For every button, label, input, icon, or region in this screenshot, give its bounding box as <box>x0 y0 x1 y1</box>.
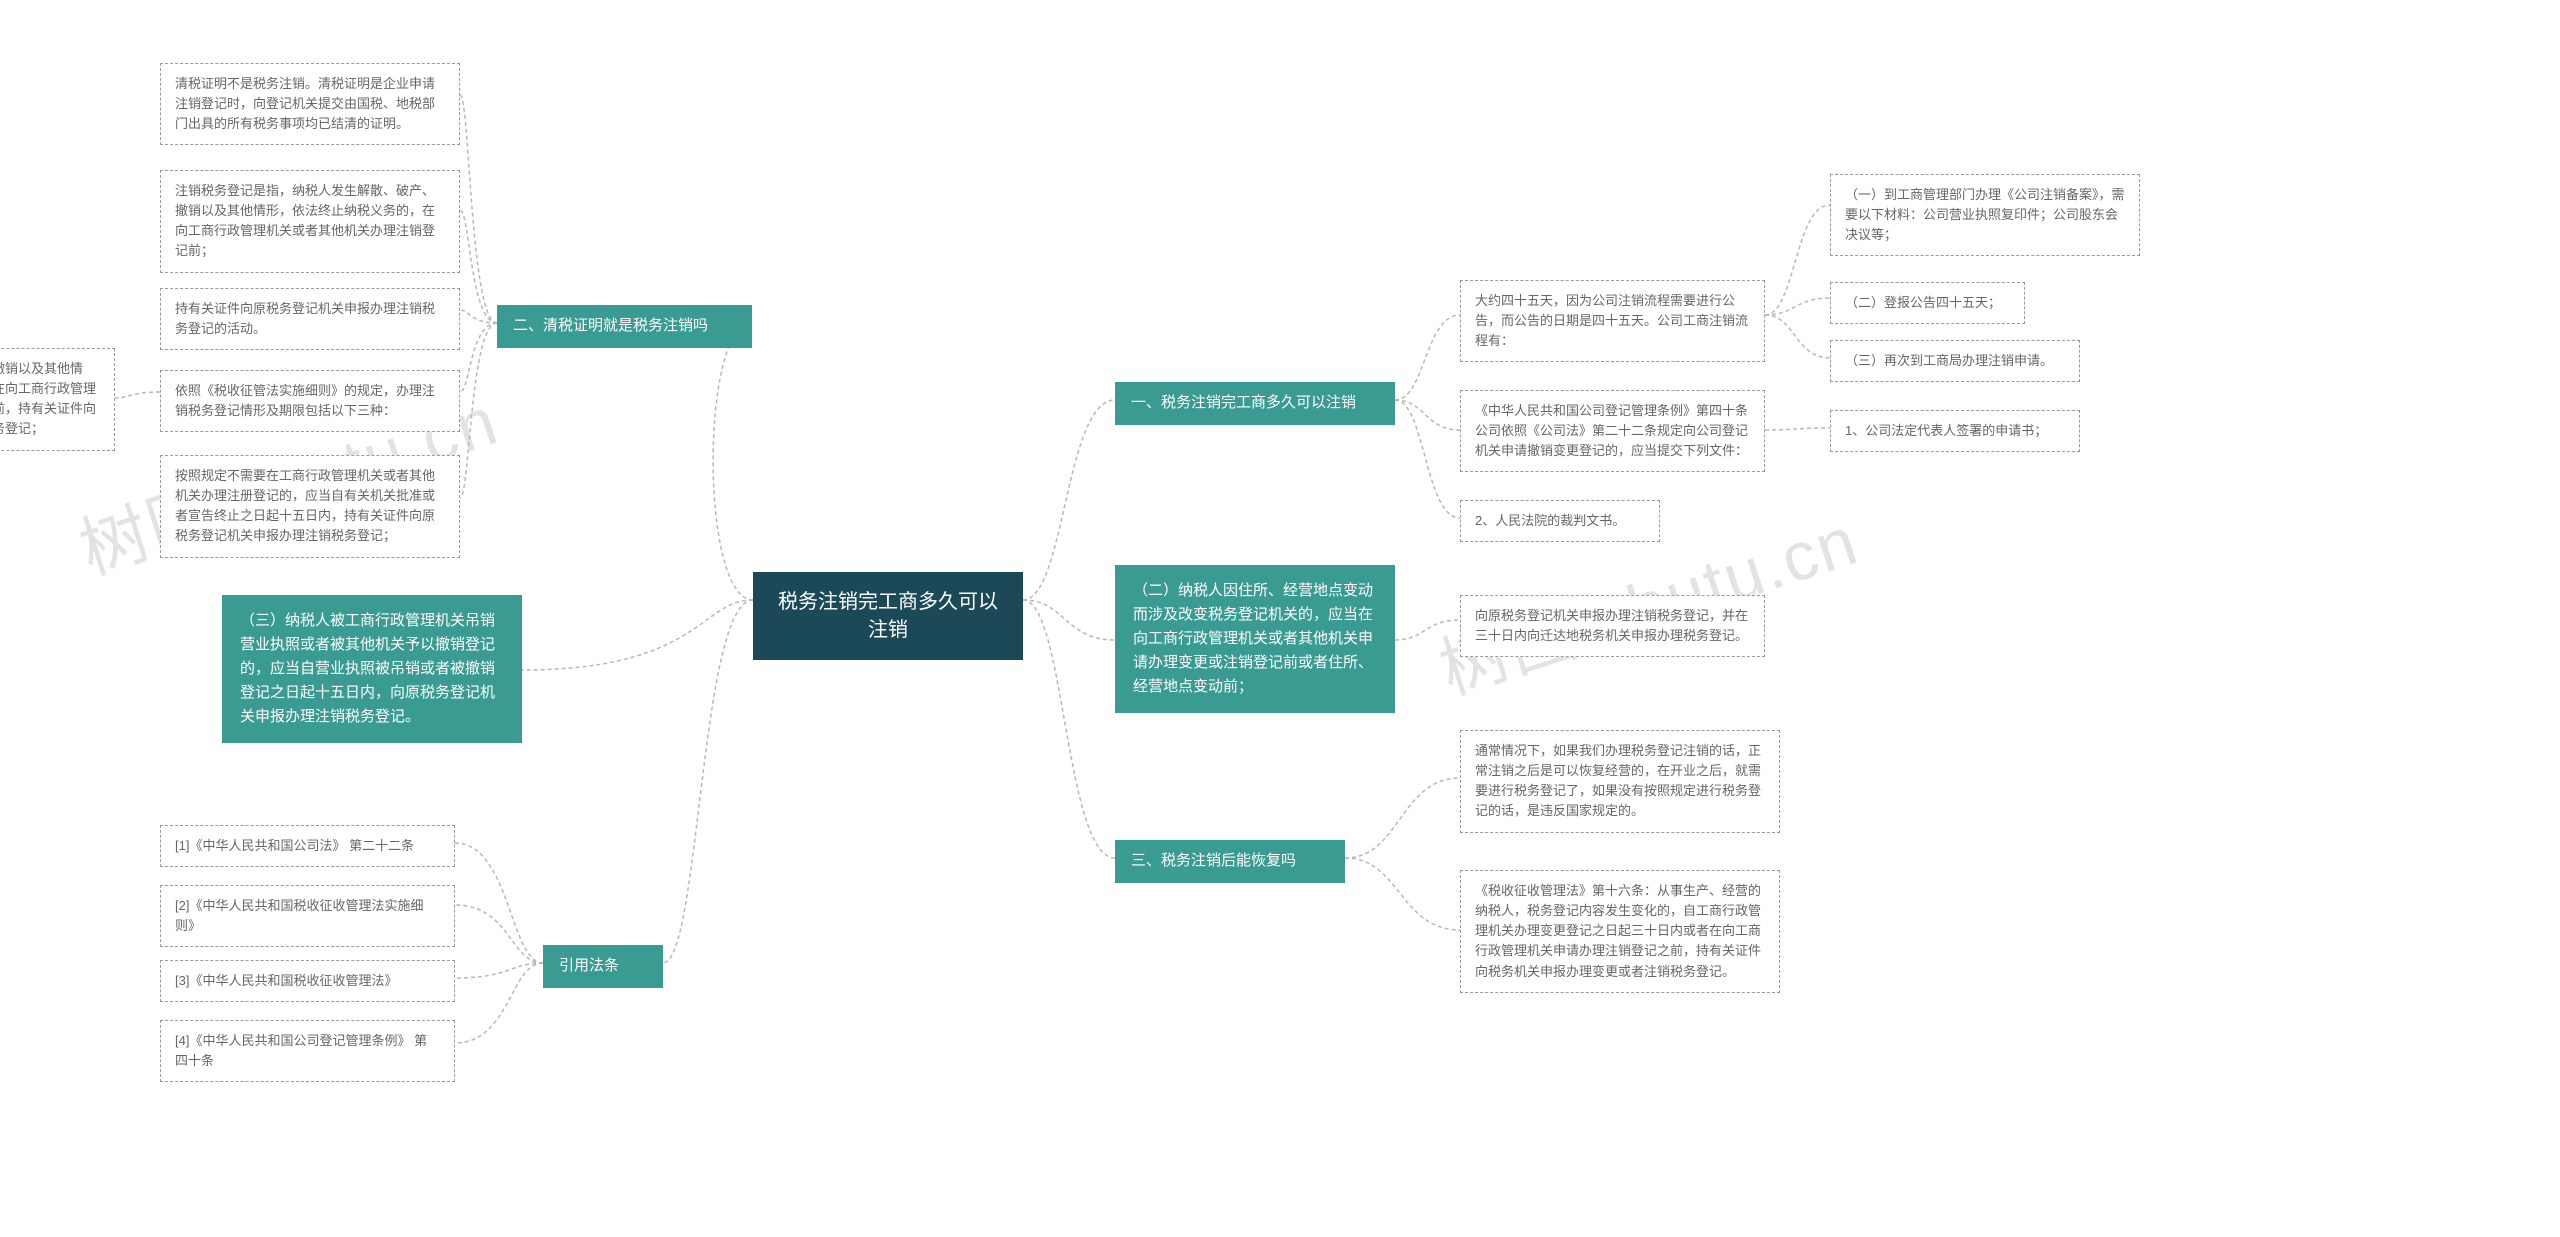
branch-r3: 三、税务注销后能恢复吗 <box>1115 840 1345 883</box>
branch-l1: 二、清税证明就是税务注销吗 <box>497 305 752 348</box>
branch-r1-text: 一、税务注销完工商多久可以注销 <box>1131 394 1356 411</box>
leaf-l1d-text: 依照《税收征管法实施细则》的规定，办理注销税务登记情形及期限包括以下三种： <box>175 383 435 418</box>
leaf-r1c-text: 2、人民法院的裁判文书。 <box>1475 513 1625 528</box>
leaf-l1b: 注销税务登记是指，纳税人发生解散、破产、撤销以及其他情形，依法终止纳税义务的，在… <box>160 170 460 273</box>
branch-l2: （三）纳税人被工商行政管理机关吊销营业执照或者被其他机关予以撤销登记的，应当自营… <box>222 595 522 743</box>
leaf-r2a: 向原税务登记机关申报办理注销税务登记，并在三十日内向迁达地税务机关申报办理税务登… <box>1460 595 1765 657</box>
leaf-l3c-text: [3]《中华人民共和国税收征收管理法》 <box>175 973 397 988</box>
leaf-l3d: [4]《中华人民共和国公司登记管理条例》 第四十条 <box>160 1020 455 1082</box>
leaf-r1b1: 1、公司法定代表人签署的申请书； <box>1830 410 2080 452</box>
leaf-r3a-text: 通常情况下，如果我们办理税务登记注销的话，正常注销之后是可以恢复经营的，在开业之… <box>1475 743 1761 818</box>
leaf-l1e: 按照规定不需要在工商行政管理机关或者其他机关办理注册登记的，应当自有关机关批准或… <box>160 455 460 558</box>
leaf-l3a-text: [1]《中华人民共和国公司法》 第二十二条 <box>175 838 414 853</box>
leaf-l1d1-text: （一）纳税人发生解散、破产、撤销以及其他情形，依法终止纳税义务的，应当在向工商行… <box>0 361 96 436</box>
leaf-r1a: 大约四十五天，因为公司注销流程需要进行公告，而公告的日期是四十五天。公司工商注销… <box>1460 280 1765 362</box>
leaf-l1a-text: 清税证明不是税务注销。清税证明是企业申请注销登记时，向登记机关提交由国税、地税部… <box>175 76 435 131</box>
leaf-r2a-text: 向原税务登记机关申报办理注销税务登记，并在三十日内向迁达地税务机关申报办理税务登… <box>1475 608 1748 643</box>
leaf-r1a2-text: （二）登报公告四十五天； <box>1845 295 2001 310</box>
leaf-l1b-text: 注销税务登记是指，纳税人发生解散、破产、撤销以及其他情形，依法终止纳税义务的，在… <box>175 183 435 258</box>
root-node: 税务注销完工商多久可以注销 <box>753 572 1023 660</box>
leaf-l1c: 持有关证件向原税务登记机关申报办理注销税务登记的活动。 <box>160 288 460 350</box>
leaf-l1a: 清税证明不是税务注销。清税证明是企业申请注销登记时，向登记机关提交由国税、地税部… <box>160 63 460 145</box>
leaf-r3b-text: 《税收征收管理法》第十六条：从事生产、经营的纳税人，税务登记内容发生变化的，自工… <box>1475 883 1761 979</box>
leaf-r1a1-text: （一）到工商管理部门办理《公司注销备案》，需要以下材料：公司营业执照复印件；公司… <box>1845 187 2125 242</box>
branch-l3: 引用法条 <box>543 945 663 988</box>
leaf-r1a2: （二）登报公告四十五天； <box>1830 282 2025 324</box>
root-text: 税务注销完工商多久可以注销 <box>778 591 998 641</box>
leaf-l3b-text: [2]《中华人民共和国税收征收管理法实施细则》 <box>175 898 423 933</box>
leaf-r1b1-text: 1、公司法定代表人签署的申请书； <box>1845 423 2047 438</box>
leaf-r1b: 《中华人民共和国公司登记管理条例》第四十条公司依照《公司法》第二十二条规定向公司… <box>1460 390 1765 472</box>
leaf-l1e-text: 按照规定不需要在工商行政管理机关或者其他机关办理注册登记的，应当自有关机关批准或… <box>175 468 435 543</box>
leaf-r1a-text: 大约四十五天，因为公司注销流程需要进行公告，而公告的日期是四十五天。公司工商注销… <box>1475 293 1748 348</box>
branch-r2: （二）纳税人因住所、经营地点变动而涉及改变税务登记机关的，应当在向工商行政管理机… <box>1115 565 1395 713</box>
leaf-l3c: [3]《中华人民共和国税收征收管理法》 <box>160 960 455 1002</box>
leaf-l1d: 依照《税收征管法实施细则》的规定，办理注销税务登记情形及期限包括以下三种： <box>160 370 460 432</box>
leaf-l3b: [2]《中华人民共和国税收征收管理法实施细则》 <box>160 885 455 947</box>
branch-r3-text: 三、税务注销后能恢复吗 <box>1131 852 1296 869</box>
leaf-l1c-text: 持有关证件向原税务登记机关申报办理注销税务登记的活动。 <box>175 301 435 336</box>
leaf-r1a1: （一）到工商管理部门办理《公司注销备案》，需要以下材料：公司营业执照复印件；公司… <box>1830 174 2140 256</box>
leaf-r1c: 2、人民法院的裁判文书。 <box>1460 500 1660 542</box>
branch-r2-text: （二）纳税人因住所、经营地点变动而涉及改变税务登记机关的，应当在向工商行政管理机… <box>1133 582 1373 695</box>
branch-r1: 一、税务注销完工商多久可以注销 <box>1115 382 1395 425</box>
leaf-l3a: [1]《中华人民共和国公司法》 第二十二条 <box>160 825 455 867</box>
leaf-r1a3-text: （三）再次到工商局办理注销申请。 <box>1845 353 2053 368</box>
leaf-r1b-text: 《中华人民共和国公司登记管理条例》第四十条公司依照《公司法》第二十二条规定向公司… <box>1475 403 1748 458</box>
leaf-r3b: 《税收征收管理法》第十六条：从事生产、经营的纳税人，税务登记内容发生变化的，自工… <box>1460 870 1780 993</box>
branch-l3-text: 引用法条 <box>559 957 619 974</box>
branch-l1-text: 二、清税证明就是税务注销吗 <box>513 317 708 334</box>
leaf-r3a: 通常情况下，如果我们办理税务登记注销的话，正常注销之后是可以恢复经营的，在开业之… <box>1460 730 1780 833</box>
leaf-r1a3: （三）再次到工商局办理注销申请。 <box>1830 340 2080 382</box>
branch-l2-text: （三）纳税人被工商行政管理机关吊销营业执照或者被其他机关予以撤销登记的，应当自营… <box>240 612 495 725</box>
leaf-l1d1: （一）纳税人发生解散、破产、撤销以及其他情形，依法终止纳税义务的，应当在向工商行… <box>0 348 115 451</box>
leaf-l3d-text: [4]《中华人民共和国公司登记管理条例》 第四十条 <box>175 1033 427 1068</box>
